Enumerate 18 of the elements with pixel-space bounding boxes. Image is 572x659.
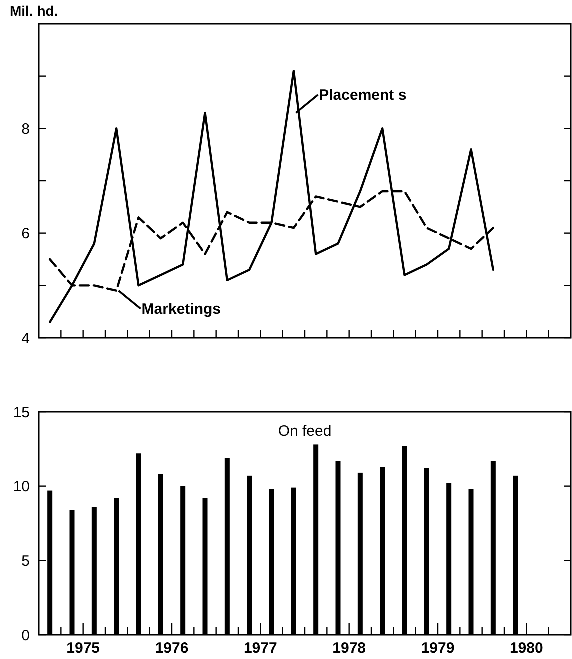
- x-tick-label: 1975: [66, 640, 100, 657]
- y-axis-title: Mil. hd.: [10, 3, 58, 19]
- x-tick-label: 1976: [155, 640, 189, 657]
- x-tick-label: 1979: [421, 640, 455, 657]
- annotation: Marketings: [142, 301, 222, 318]
- x-tick-label: 1977: [244, 640, 278, 657]
- line-series: [48, 70, 495, 324]
- text: On feed: [278, 423, 332, 440]
- x-tick-label: 1978: [332, 640, 366, 657]
- annotation: Placement s: [319, 87, 407, 104]
- y-tick-label: 15: [13, 404, 30, 422]
- y-tick-label: 4: [22, 330, 30, 348]
- x-tick-label: 1980: [510, 640, 544, 657]
- y-tick-label: 10: [13, 478, 30, 496]
- y-tick-label: 6: [22, 226, 30, 243]
- y-tick-label: 0: [22, 627, 30, 644]
- y-tick-label: 5: [22, 552, 30, 570]
- y-tick-label: 8: [22, 120, 30, 138]
